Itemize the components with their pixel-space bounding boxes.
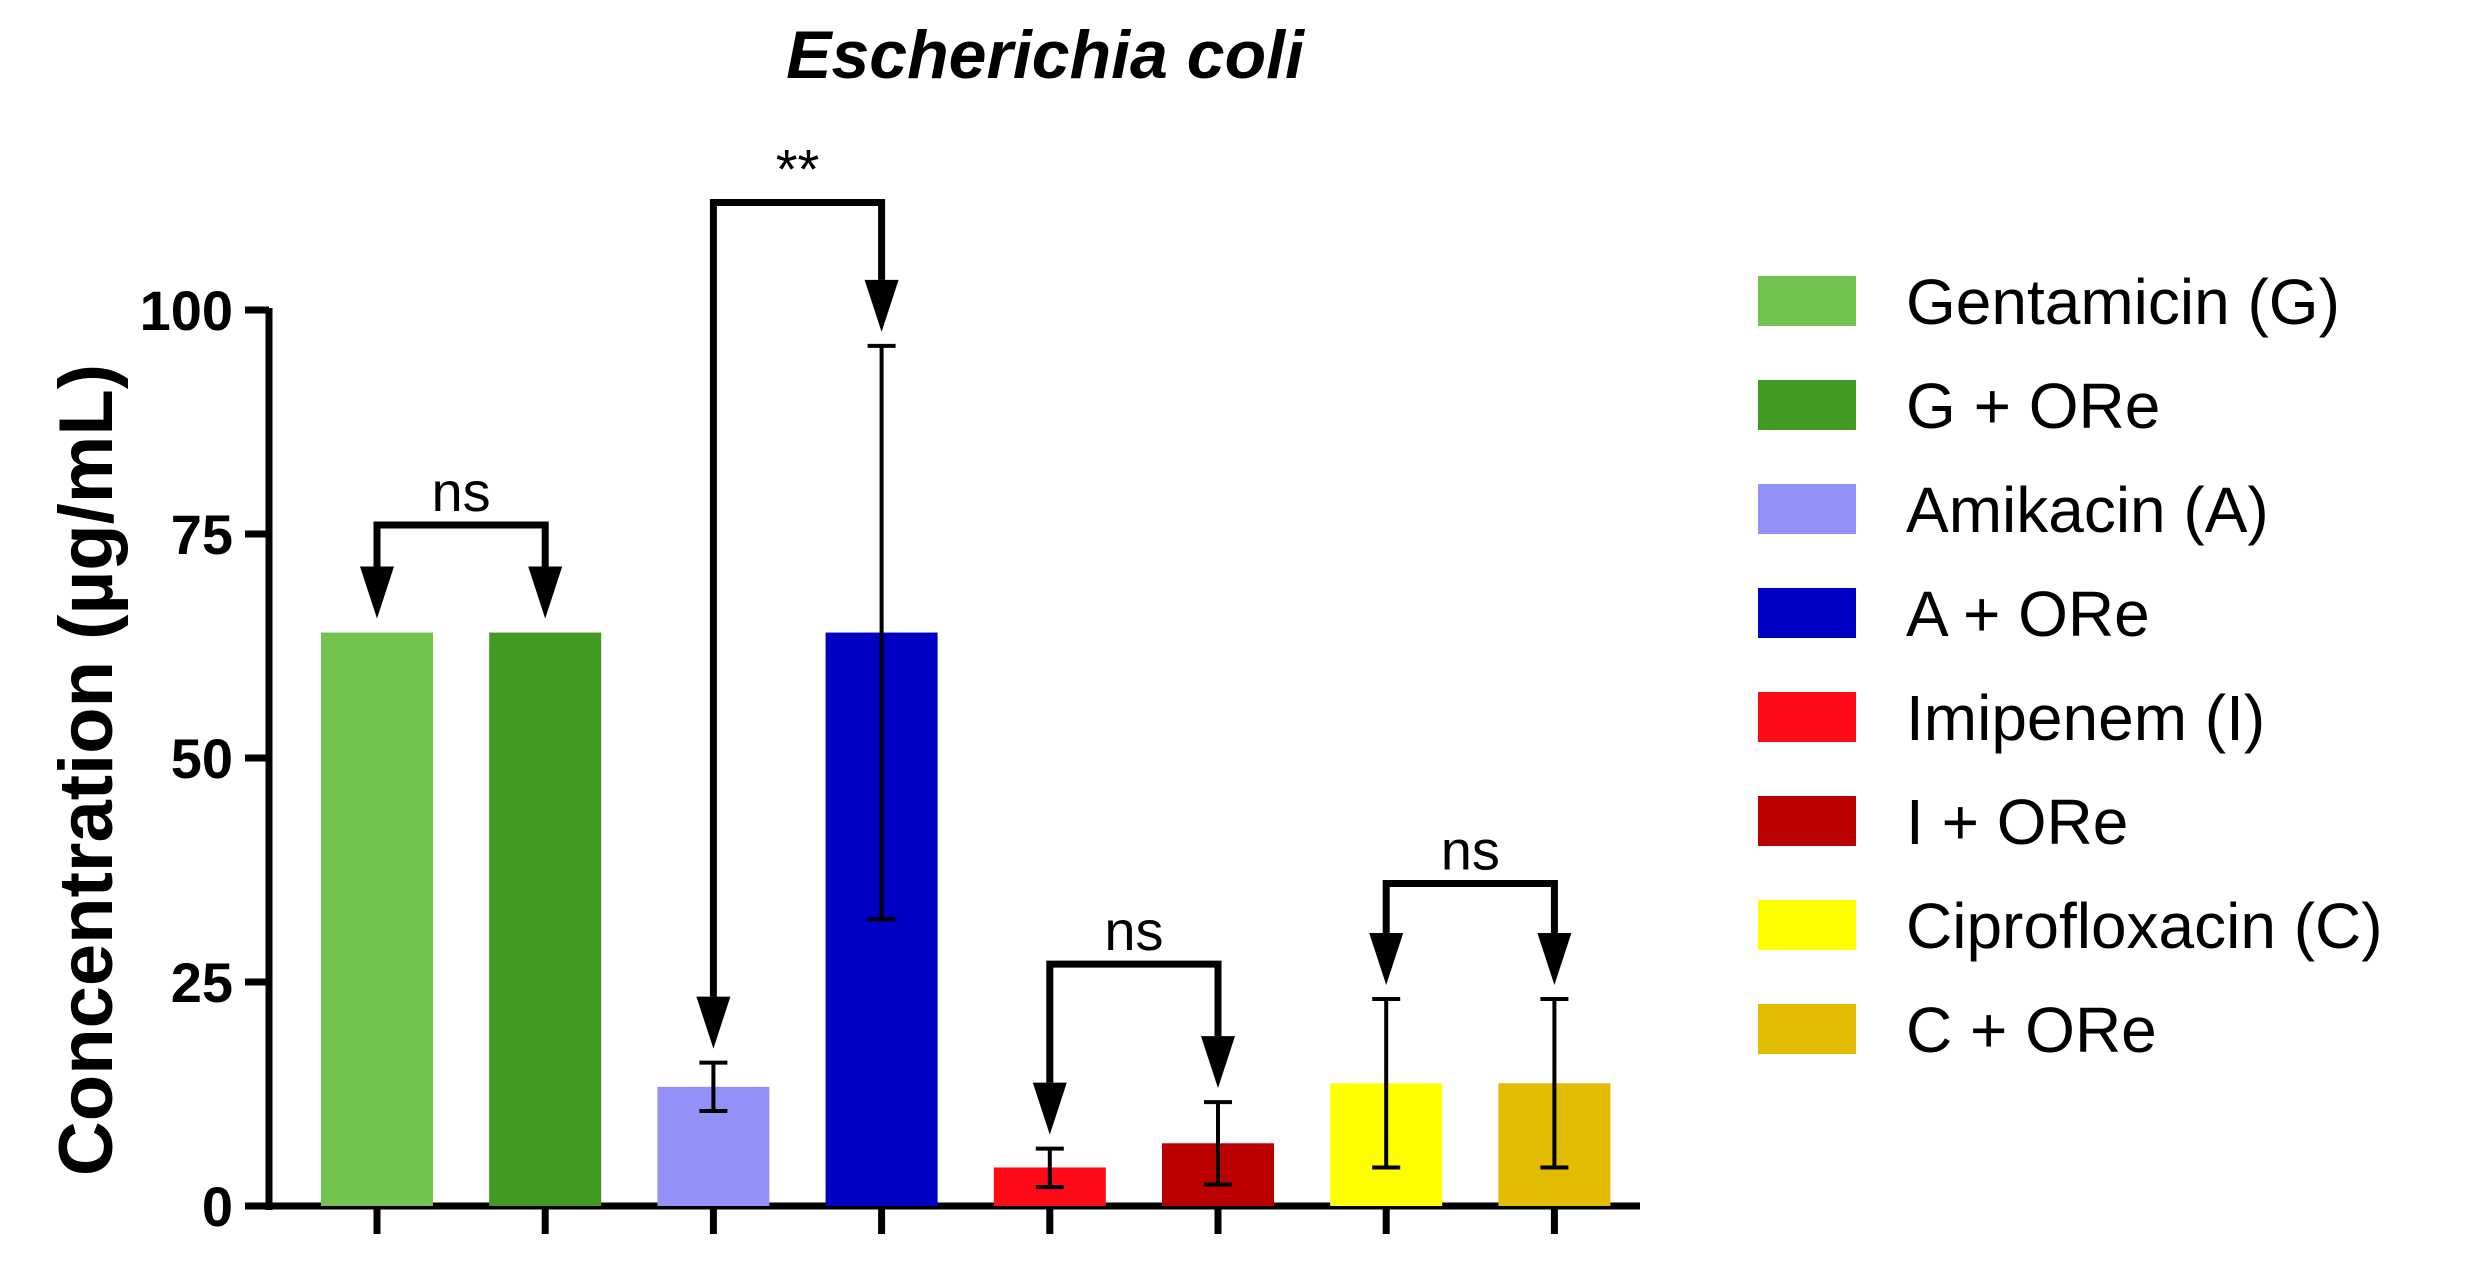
arrow-head — [360, 566, 394, 619]
legend-swatch — [1758, 692, 1856, 742]
legend-swatch — [1758, 1004, 1856, 1054]
y-tick-label: 25 — [171, 951, 233, 1014]
legend-label: I + ORe — [1906, 786, 2128, 858]
significance-bracket — [1046, 960, 1222, 1083]
arrow-head — [528, 566, 563, 619]
significance-label: ns — [1104, 899, 1163, 962]
legend-swatch — [1758, 484, 1856, 534]
significance-label: ns — [1441, 818, 1500, 881]
legend-label: Imipenem (I) — [1906, 682, 2265, 754]
y-axis-label: Concentration (µg/mL) — [44, 364, 129, 1176]
legend-swatch — [1758, 588, 1856, 638]
legend: Gentamicin (G) G + ORe Amikacin (A) A + ORe… — [1758, 266, 2383, 1066]
plot-area: 0 25 50 75 100 ns ** ns ns — [140, 137, 1640, 1238]
bar — [489, 632, 602, 1206]
legend-label: A + ORe — [1906, 578, 2150, 650]
significance-label: ns — [432, 460, 491, 523]
bar — [321, 632, 433, 1206]
y-tick-label: 0 — [202, 1175, 233, 1238]
y-tick-label: 100 — [140, 279, 233, 342]
legend-swatch — [1758, 276, 1856, 326]
legend-label: C + ORe — [1906, 994, 2157, 1066]
significance-bracket — [709, 198, 886, 997]
arrow-head — [696, 996, 731, 1049]
arrow-head — [1201, 1036, 1235, 1089]
y-tick-label: 75 — [171, 503, 233, 566]
y-tick-label: 50 — [171, 727, 233, 790]
significance-label: ** — [776, 137, 820, 200]
chart-title: Escherichia coli — [786, 17, 1306, 93]
legend-label: Amikacin (A) — [1906, 474, 2269, 546]
arrow-head — [864, 279, 899, 332]
significance-bracket — [373, 521, 549, 567]
significance-bracket — [1382, 879, 1558, 934]
legend-label: G + ORe — [1906, 370, 2160, 442]
legend-label: Gentamicin (G) — [1906, 266, 2340, 338]
legend-swatch — [1758, 380, 1856, 430]
legend-swatch — [1758, 796, 1856, 846]
arrow-head — [1537, 933, 1572, 986]
arrow-head — [1369, 933, 1404, 986]
legend-swatch — [1758, 900, 1856, 950]
arrow-head — [1032, 1082, 1067, 1135]
legend-label: Ciprofloxacin (C) — [1906, 890, 2383, 962]
